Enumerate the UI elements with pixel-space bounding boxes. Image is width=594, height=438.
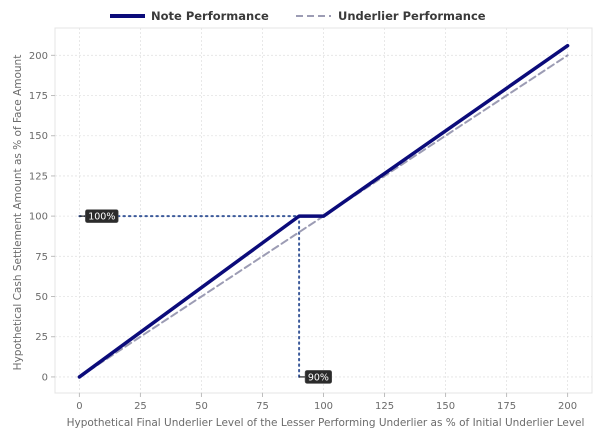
- x-tick-label: 200: [558, 401, 577, 412]
- annotation-box: [304, 370, 332, 384]
- series-line-note-performance: [77, 43, 570, 379]
- y-tick-label: 150: [29, 131, 48, 142]
- x-axis-ticks: 0 25 50 75 100 125 150 175 200: [76, 393, 577, 412]
- y-tick-label: 50: [35, 292, 48, 303]
- y-tick-label: 25: [35, 332, 48, 343]
- x-tick-label: 0: [76, 401, 82, 412]
- y-tick-label: 125: [29, 171, 48, 182]
- plot-area: [54, 27, 593, 394]
- x-tick-label: 175: [497, 401, 516, 412]
- x-tick-label: 100: [314, 401, 333, 412]
- annotation-label: 100%: [88, 212, 115, 223]
- x-tick-label: 150: [436, 401, 455, 412]
- y-axis-ticks: 0 25 50 75 100 125 150 175 200: [29, 51, 55, 383]
- y-tick-label: 175: [29, 91, 48, 102]
- annotations: 100% 90%: [79, 209, 332, 384]
- grid: [55, 28, 592, 393]
- x-axis-title: Hypothetical Final Underlier Level of th…: [67, 417, 585, 429]
- x-tick-label: 50: [195, 401, 208, 412]
- annotation-box: [85, 209, 119, 223]
- legend-label-note-performance: Note Performance: [151, 9, 269, 23]
- legend-label-underlier-performance: Underlier Performance: [338, 9, 486, 23]
- x-tick-label: 75: [256, 401, 269, 412]
- y-tick-label: 0: [42, 372, 48, 383]
- annotation-label: 90%: [308, 372, 329, 383]
- legend: Note Performance Underlier Performance: [110, 9, 486, 23]
- series: [77, 43, 570, 379]
- y-tick-label: 75: [35, 252, 48, 263]
- y-tick-label: 100: [29, 212, 48, 223]
- reference-lines: [78, 215, 301, 378]
- y-axis-title: Hypothetical Cash Settlement Amount as %…: [12, 55, 24, 371]
- annotation-callout: 90%: [299, 370, 332, 384]
- annotation-callout: 100%: [79, 209, 119, 223]
- y-tick-label: 200: [29, 51, 48, 62]
- x-tick-label: 25: [134, 401, 147, 412]
- x-tick-label: 125: [375, 401, 394, 412]
